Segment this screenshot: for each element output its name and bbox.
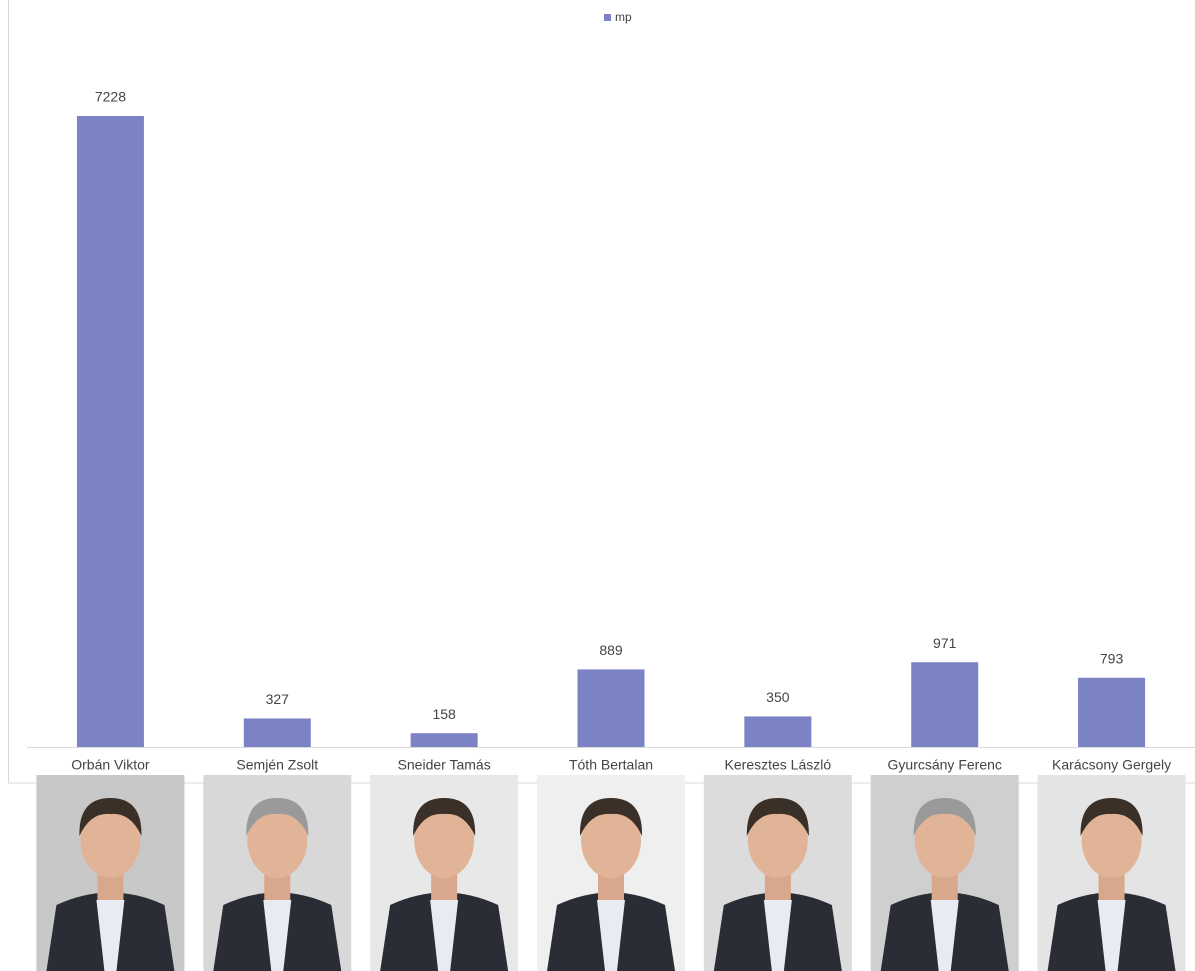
data-label: 350 [766, 689, 790, 705]
x-tick-label: Orbán Viktor [71, 757, 150, 773]
bar [77, 116, 144, 747]
data-label: 327 [266, 691, 290, 707]
chart-frame [9, 0, 1195, 783]
x-tick-label: Tóth Bertalan [569, 757, 653, 773]
portrait [36, 775, 184, 971]
data-label: 889 [599, 642, 623, 658]
x-tick-label: Karácsony Gergely [1052, 757, 1171, 773]
bar [744, 716, 811, 747]
bar [911, 662, 978, 747]
data-label: 971 [933, 635, 957, 651]
bar [411, 733, 478, 747]
chart: mp 7228 Orbán Viktor 327 Semjén Zsolt 158 Sne… [0, 0, 1195, 971]
bar [578, 669, 645, 747]
x-tick-label: Gyurcsány Ferenc [888, 757, 1002, 773]
portrait [203, 775, 351, 971]
legend-label: mp [615, 10, 632, 24]
data-label: 7228 [95, 89, 126, 105]
portrait [704, 775, 852, 971]
bar [1078, 678, 1145, 747]
x-tick-label: Semjén Zsolt [236, 757, 318, 773]
x-tick-label: Sneider Tamás [398, 757, 491, 773]
x-tick-label: Keresztes László [725, 757, 832, 773]
bar [244, 718, 311, 747]
portrait [370, 775, 518, 971]
portrait [537, 775, 685, 971]
legend-swatch [604, 14, 611, 21]
portrait [871, 775, 1019, 971]
data-label: 793 [1100, 650, 1124, 666]
page: mp 7228 Orbán Viktor 327 Semjén Zsolt 158 Sne… [0, 0, 1195, 971]
portrait [1038, 775, 1186, 971]
data-label: 158 [432, 706, 456, 722]
